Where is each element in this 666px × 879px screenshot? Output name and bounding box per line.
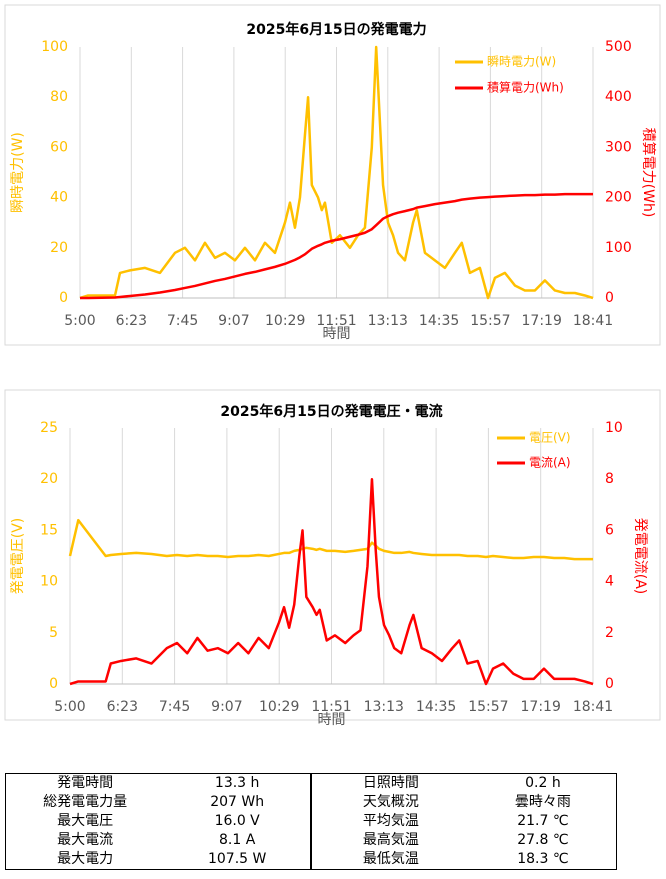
y2-tick-label: 500 bbox=[605, 39, 632, 55]
table-value: 曇時々雨 bbox=[514, 794, 571, 810]
chart-title: 2025年6月15日の発電電力 bbox=[246, 21, 426, 38]
table-label: 総発電電力量 bbox=[43, 794, 128, 810]
y-tick-label: 25 bbox=[40, 420, 58, 436]
table-value: 13.3 h bbox=[164, 773, 312, 793]
y2-tick-label: 2 bbox=[605, 625, 614, 641]
legend-label: 電流(A) bbox=[529, 456, 571, 470]
x-tick-label: 18:41 bbox=[573, 313, 613, 329]
x-tick-label: 5:00 bbox=[54, 699, 85, 715]
table-value: 16.0 V bbox=[164, 812, 312, 831]
table-row: 総発電電力量 207 Wh 天気概況 曇時々雨 bbox=[6, 793, 617, 812]
chart-frame bbox=[4, 4, 661, 346]
x-tick-label: 13:13 bbox=[364, 699, 404, 715]
y2-tick-label: 8 bbox=[605, 471, 614, 487]
x-tick-label: 10:29 bbox=[259, 699, 299, 715]
table-label: 最大電流 bbox=[57, 832, 114, 848]
x-tick-label: 15:57 bbox=[470, 313, 510, 329]
y-tick-label: 80 bbox=[50, 89, 68, 105]
table-label: 日照時間 bbox=[362, 775, 419, 791]
x-tick-label: 18:41 bbox=[573, 699, 613, 715]
x-tick-label: 17:19 bbox=[521, 699, 561, 715]
data-line bbox=[69, 477, 594, 686]
y-tick-label: 20 bbox=[50, 240, 68, 256]
summary-table: 発電時間 13.3 h 日照時間 0.2 h 総発電電力量 207 Wh 天気概況 曇時々雨最… bbox=[5, 773, 617, 870]
table-row: 最大電力 107.5 W 最低気温 18.3 ℃ bbox=[6, 850, 617, 870]
x-tick-label: 7:45 bbox=[159, 699, 190, 715]
legend-label: 積算電力(Wh) bbox=[487, 80, 564, 95]
y2-axis-label: 発電電流(A) bbox=[632, 518, 648, 595]
table-value: 207 Wh bbox=[164, 793, 312, 812]
y2-tick-label: 300 bbox=[605, 139, 632, 155]
table-row: 最大電圧 16.0 V 平均気温 21.7 ℃ bbox=[6, 812, 617, 831]
x-tick-label: 14:35 bbox=[419, 313, 459, 329]
x-tick-label: 11:51 bbox=[316, 313, 356, 329]
table-label: 発電時間 bbox=[57, 775, 114, 791]
y2-tick-label: 10 bbox=[605, 420, 623, 436]
legend-label: 電圧(V) bbox=[529, 431, 571, 445]
table-label: 最高気温 bbox=[362, 832, 419, 848]
table-value: 21.7 ℃ bbox=[517, 813, 569, 829]
y2-tick-label: 4 bbox=[605, 574, 614, 590]
data-line bbox=[79, 45, 594, 300]
table-label: 最低気温 bbox=[362, 851, 419, 867]
table-label: 平均気温 bbox=[362, 813, 419, 829]
table-row: 発電時間 13.3 h 日照時間 0.2 h bbox=[6, 773, 617, 793]
chart-title: 2025年6月15日の発電電圧・電流 bbox=[220, 403, 442, 420]
x-tick-label: 13:13 bbox=[368, 313, 408, 329]
data-line bbox=[68, 518, 593, 561]
x-axis-label: 時間 bbox=[318, 712, 346, 728]
x-tick-label: 7:45 bbox=[167, 313, 198, 329]
table-row: 最大電流 8.1 A 最高気温 27.8 ℃ bbox=[6, 831, 617, 850]
x-tick-label: 10:29 bbox=[265, 313, 305, 329]
x-tick-label: 14:35 bbox=[416, 699, 456, 715]
table-value: 18.3 ℃ bbox=[517, 851, 569, 867]
table-value: 27.8 ℃ bbox=[517, 832, 569, 848]
x-tick-label: 5:00 bbox=[64, 313, 95, 329]
x-tick-label: 9:07 bbox=[211, 699, 242, 715]
x-tick-label: 15:57 bbox=[468, 699, 508, 715]
legend-label: 瞬時電力(W) bbox=[487, 55, 556, 69]
x-tick-label: 17:19 bbox=[522, 313, 562, 329]
y2-axis-label: 積算電力(Wh) bbox=[640, 128, 656, 218]
table-value: 8.1 A bbox=[164, 831, 312, 850]
x-tick-label: 6:23 bbox=[107, 699, 138, 715]
x-tick-label: 11:51 bbox=[311, 699, 351, 715]
y-tick-label: 0 bbox=[59, 290, 68, 306]
y2-tick-label: 200 bbox=[605, 190, 632, 206]
y2-tick-label: 100 bbox=[605, 240, 632, 256]
y-tick-label: 10 bbox=[40, 574, 58, 590]
table-label: 天気概況 bbox=[362, 794, 419, 810]
y-tick-label: 60 bbox=[50, 139, 68, 155]
y-tick-label: 0 bbox=[49, 676, 58, 692]
charts: 2025年6月15日の発電電力 5:00 6:23 7:45 9:07 10:29 11:5… bbox=[4, 4, 661, 728]
y2-tick-label: 0 bbox=[605, 290, 614, 306]
table-value: 107.5 W bbox=[164, 850, 312, 870]
table-label: 最大電圧 bbox=[57, 813, 114, 829]
y2-tick-label: 0 bbox=[605, 676, 614, 692]
table-value: 0.2 h bbox=[525, 775, 561, 791]
y-tick-label: 20 bbox=[40, 471, 58, 487]
y-tick-label: 40 bbox=[50, 190, 68, 206]
x-axis-label: 時間 bbox=[323, 326, 351, 342]
y2-tick-label: 6 bbox=[605, 522, 614, 538]
x-tick-label: 6:23 bbox=[116, 313, 147, 329]
y-tick-label: 15 bbox=[40, 522, 58, 538]
table-label: 最大電力 bbox=[57, 851, 114, 867]
y-tick-label: 100 bbox=[41, 39, 68, 55]
y-tick-label: 5 bbox=[49, 625, 58, 641]
x-tick-label: 9:07 bbox=[218, 313, 249, 329]
y-axis-label: 瞬時電力(W) bbox=[10, 132, 26, 213]
data-line bbox=[80, 192, 593, 300]
y-axis-label: 発電電圧(V) bbox=[10, 518, 26, 595]
y2-tick-label: 400 bbox=[605, 89, 632, 105]
